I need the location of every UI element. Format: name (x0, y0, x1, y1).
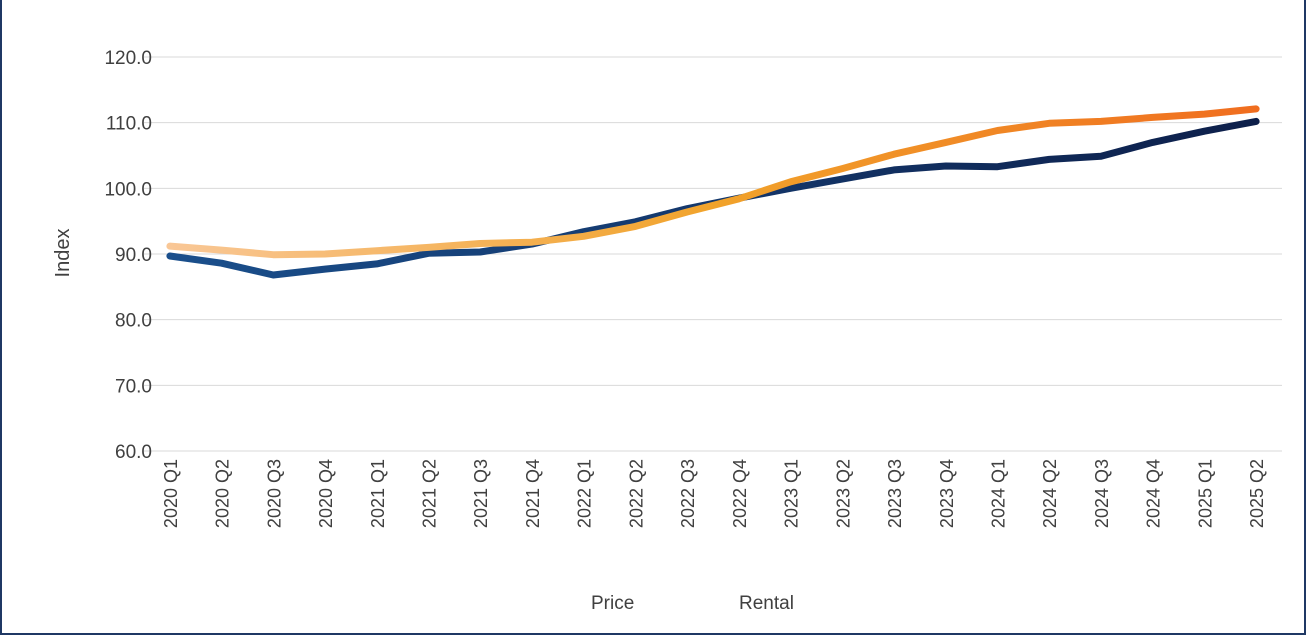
x-tick-label: 2024 Q3 (1092, 459, 1112, 528)
x-tick-label: 2020 Q2 (213, 459, 233, 528)
x-tick-label: 2023 Q2 (833, 459, 853, 528)
x-tick-label: 2021 Q3 (471, 459, 491, 528)
y-tick-label: 120.0 (104, 48, 152, 69)
x-tick-label: 2020 Q4 (316, 459, 336, 528)
series-lines (166, 105, 1260, 279)
x-tick-label: 2021 Q2 (420, 459, 440, 528)
x-tick-label: 2021 Q4 (523, 459, 543, 528)
x-tick-label: 2025 Q1 (1195, 459, 1215, 528)
series-line-rental (166, 105, 1260, 259)
x-tick-label: 2023 Q4 (937, 459, 957, 528)
x-tick-label: 2022 Q4 (730, 459, 750, 528)
x-tick-label: 2020 Q1 (161, 459, 181, 528)
y-tick-label: 60.0 (115, 442, 152, 463)
x-tick-label: 2021 Q1 (368, 459, 388, 528)
x-tick-label: 2024 Q4 (1144, 459, 1164, 528)
y-axis-ticks: 60.0 70.0 80.0 90.0 100.0 110.0 120.0 (104, 48, 152, 463)
y-tick-label: 80.0 (115, 311, 152, 332)
y-axis-label: Index (52, 229, 74, 278)
legend-item-price: Price (521, 593, 634, 614)
legend-item-rental: Rental (670, 593, 794, 614)
x-tick-label: 2022 Q1 (575, 459, 595, 528)
x-tick-label: 2023 Q3 (885, 459, 905, 528)
legend: Price Rental (521, 593, 794, 614)
legend-label: Price (591, 593, 634, 614)
y-tick-label: 100.0 (104, 179, 152, 200)
x-tick-label: 2023 Q1 (782, 459, 802, 528)
y-tick-label: 70.0 (115, 376, 152, 397)
x-tick-label: 2024 Q1 (989, 459, 1009, 528)
legend-label: Rental (739, 593, 794, 614)
x-tick-label: 2025 Q2 (1247, 459, 1267, 528)
y-tick-label: 110.0 (106, 114, 152, 135)
y-tick-label: 90.0 (115, 245, 152, 266)
x-tick-label: 2022 Q3 (678, 459, 698, 528)
x-tick-label: 2020 Q3 (264, 459, 284, 528)
x-tick-label: 2024 Q2 (1040, 459, 1060, 528)
x-tick-label: 2022 Q2 (626, 459, 646, 528)
x-axis-ticks: 2020 Q1 2020 Q2 2020 Q3 2020 Q4 2021 Q1 2021 … (161, 459, 1267, 528)
